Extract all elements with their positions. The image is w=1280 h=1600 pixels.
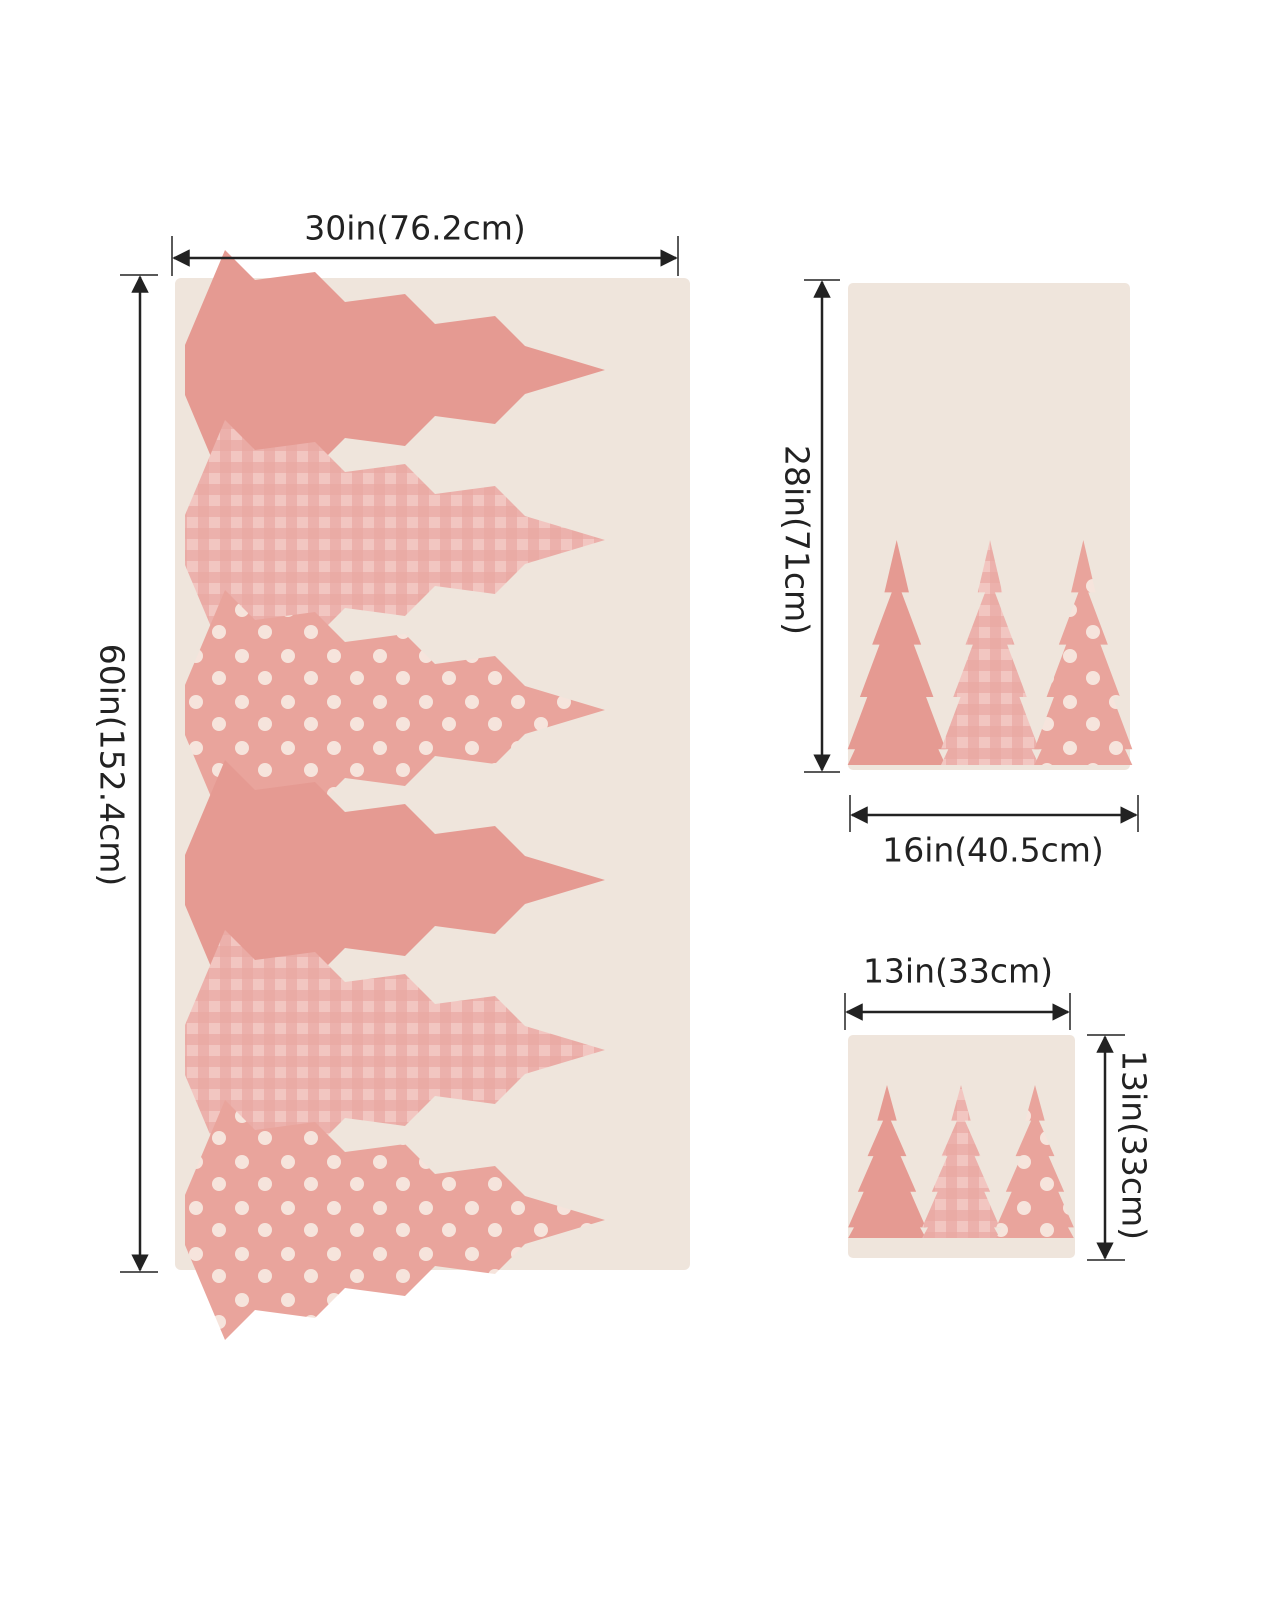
tree xyxy=(996,1085,1074,1238)
tree xyxy=(185,760,605,1000)
height-label: 60in(152.4cm) xyxy=(93,644,132,887)
tree-pattern xyxy=(185,250,1133,1340)
tree xyxy=(185,930,605,1170)
tree xyxy=(941,540,1039,765)
height-label: 28in(71cm) xyxy=(778,445,817,635)
tree xyxy=(185,420,605,660)
hand-towel xyxy=(848,283,1130,770)
tree xyxy=(922,1085,1000,1238)
width-label: 30in(76.2cm) xyxy=(304,209,526,248)
width-label: 13in(33cm) xyxy=(863,952,1053,991)
tree xyxy=(1034,540,1133,765)
tree xyxy=(185,250,605,490)
tree xyxy=(185,590,605,830)
tree xyxy=(848,1085,926,1238)
width-label: 16in(40.5cm) xyxy=(882,831,1104,870)
tree xyxy=(847,540,946,765)
height-label: 13in(33cm) xyxy=(1115,1050,1154,1240)
tree xyxy=(185,1100,605,1340)
